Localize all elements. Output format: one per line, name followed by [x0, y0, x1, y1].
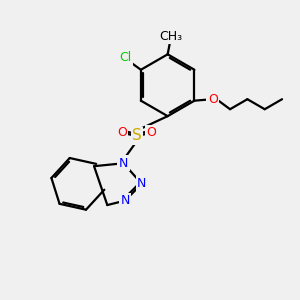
Text: N: N	[120, 194, 130, 207]
Text: CH₃: CH₃	[160, 30, 183, 43]
Text: N: N	[137, 177, 146, 190]
Text: O: O	[208, 93, 218, 106]
Text: N: N	[119, 157, 128, 170]
Text: O: O	[146, 126, 156, 140]
Text: Cl: Cl	[119, 52, 132, 64]
Text: O: O	[117, 126, 127, 140]
Text: S: S	[132, 128, 142, 143]
